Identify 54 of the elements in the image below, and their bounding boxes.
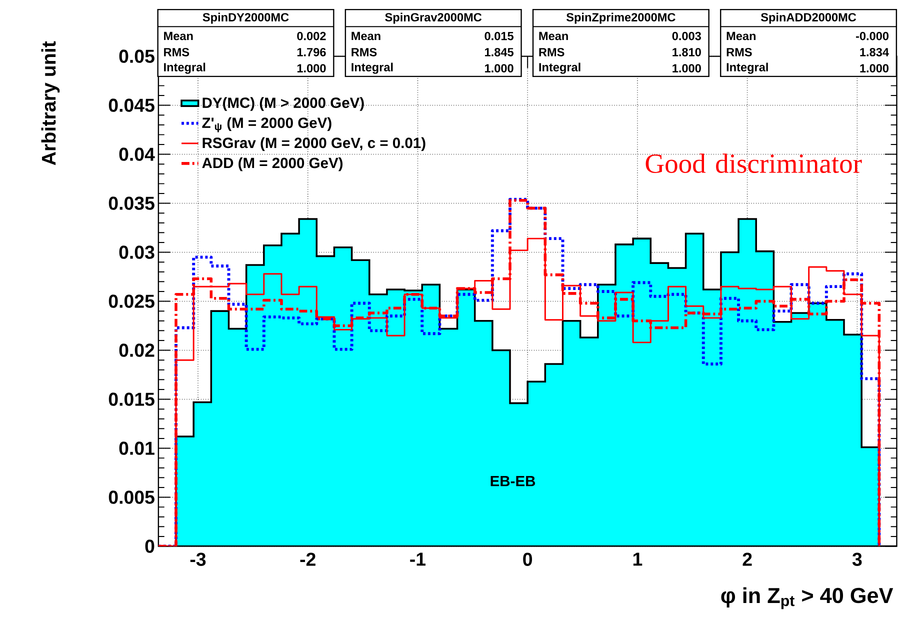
- x-tick-label: -1: [410, 552, 426, 566]
- annotation: 1.000: [297, 64, 326, 72]
- annotation: EB-EB: [490, 476, 536, 486]
- text: 0.003: [672, 32, 701, 40]
- y-tick-label: 0.025: [108, 294, 154, 308]
- annotation: RMS: [352, 48, 377, 56]
- annotation: Integral: [352, 62, 393, 74]
- text: SpinGrav2000MC: [385, 12, 482, 24]
- x-tick-label: 2: [742, 552, 752, 566]
- y-tick-label: 0.015: [108, 392, 154, 406]
- y-tick-label: 0.03: [119, 246, 154, 259]
- annotation: 1.000: [485, 64, 514, 72]
- text: Mean: [352, 32, 380, 40]
- y-tick-label: 0.05: [119, 50, 154, 63]
- annotation: 1.000: [672, 64, 701, 72]
- text: Mean: [539, 32, 568, 40]
- annotation: RMS: [164, 48, 190, 56]
- y-tick-label: 0.035: [108, 196, 154, 210]
- annotation: Integral: [164, 62, 206, 74]
- y-axis-title: Arbitrary unit: [41, 41, 60, 166]
- annotation: 1.810: [672, 48, 701, 56]
- x-tick-label: 1: [633, 552, 642, 566]
- x-tick-label: -2: [300, 552, 316, 566]
- annotation: Integral: [539, 62, 580, 74]
- text: Mean: [726, 32, 756, 40]
- legend-label: Z'$_{ψ}$ (M = 2000 GeV): [202, 117, 332, 132]
- y-tick-label: 0: [145, 540, 154, 553]
- x-tick-label: -3: [190, 552, 206, 566]
- x-tick-label: 0: [523, 552, 532, 566]
- annotation: RMS: [539, 48, 564, 56]
- annotation: 1.834: [860, 48, 889, 56]
- y-tick-label: 0.005: [108, 490, 154, 504]
- y-tick-label: 0.045: [108, 98, 154, 112]
- legend-label: RSGrav (M = 2000 GeV, c = 0.01): [202, 137, 426, 151]
- y-tick-label: 0.02: [119, 344, 154, 357]
- text: SpinDY2000MC: [202, 12, 289, 24]
- text: Mean: [164, 32, 193, 40]
- text: 0.015: [484, 32, 514, 40]
- text: SpinZprime2000MC: [566, 12, 676, 24]
- x-axis-title: φ in Z$_{pt}$ > 40 GeV: [721, 587, 894, 610]
- annotation: 1.845: [485, 48, 514, 56]
- text: 0.002: [297, 32, 326, 40]
- x-tick-label: 3: [852, 552, 862, 566]
- legend-label: DY(MC) (M > 2000 GeV): [202, 97, 364, 111]
- annotation: Integral: [726, 62, 768, 74]
- text: SpinADD2000MC: [760, 12, 856, 24]
- annotation: 1.796: [297, 48, 326, 56]
- annotation: Good discriminator: [646, 154, 862, 173]
- text: -0.000: [856, 32, 889, 40]
- y-tick-label: 0.01: [119, 442, 154, 455]
- annotation: RMS: [726, 48, 752, 56]
- legend-label: ADD (M = 2000 GeV): [202, 157, 343, 172]
- y-tick-label: 0.04: [119, 148, 155, 161]
- annotation: 1.000: [860, 64, 889, 72]
